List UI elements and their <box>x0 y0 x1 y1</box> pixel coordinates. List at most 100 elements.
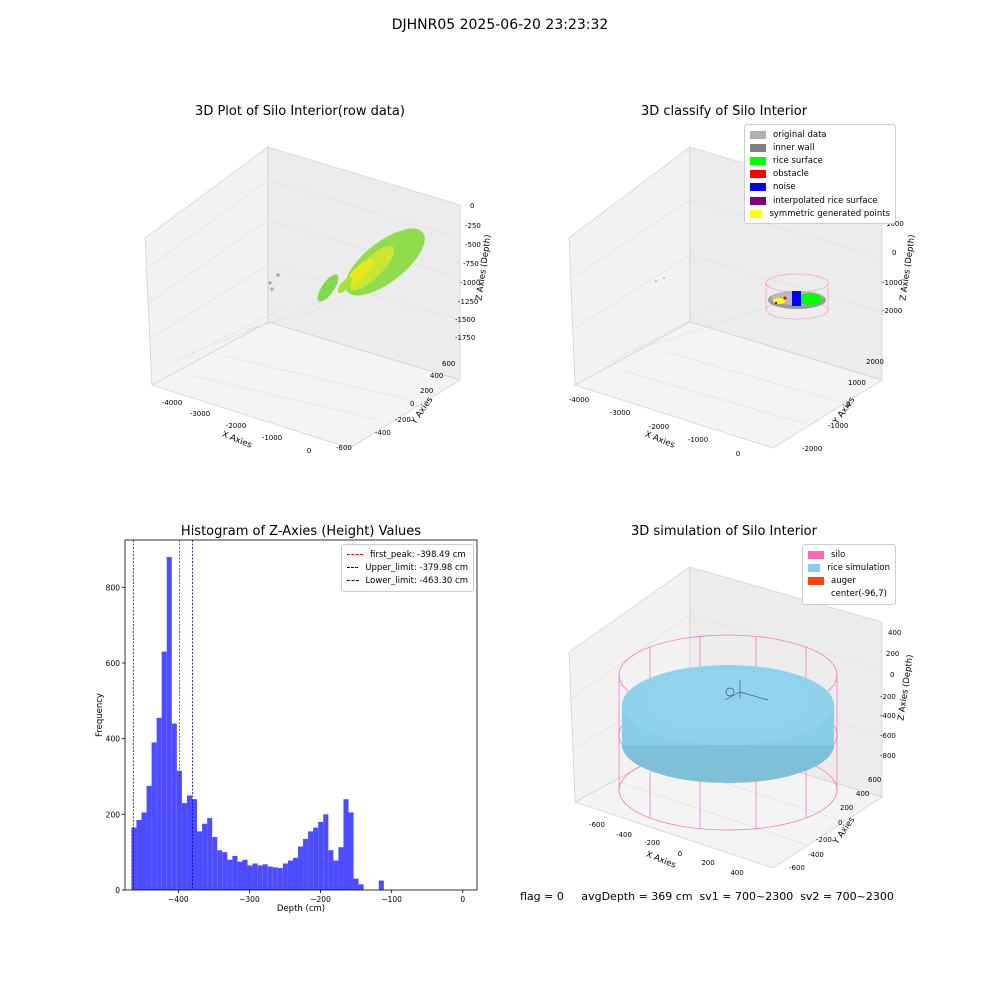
legend-swatch <box>750 170 766 179</box>
histogram-bar <box>303 838 309 890</box>
p4-ztick-0: 400 <box>888 629 901 637</box>
p1-ytick-1: -400 <box>375 429 391 437</box>
p4-xtick-5: 400 <box>730 869 743 877</box>
legend-item: noise <box>750 181 890 194</box>
legend-swatch <box>750 196 766 205</box>
legend-label: silo <box>831 549 846 560</box>
histogram-bar <box>141 812 147 890</box>
p1-xtick-3: -1000 <box>262 434 282 442</box>
histogram-bar <box>323 814 329 890</box>
raw-point-cloud <box>317 228 425 302</box>
legend-swatch <box>808 563 821 572</box>
p4-xtick-1: -400 <box>616 831 632 839</box>
histogram-bar <box>338 847 344 890</box>
legend-label: original data <box>773 129 827 140</box>
center-marker <box>724 680 769 701</box>
histogram-title: Histogram of Z-Axies (Height) Values <box>180 524 422 539</box>
histogram-xtick-label: −100 <box>381 895 402 904</box>
legend-line <box>347 567 359 569</box>
histogram-bar <box>166 557 172 890</box>
histogram-xtick-label: 0 <box>460 895 465 904</box>
legend-line <box>347 554 363 556</box>
p1-ztick-4: -1000 <box>460 279 480 287</box>
histogram-bar <box>156 717 162 890</box>
histogram-bar <box>146 785 152 890</box>
panel4-legend: silo rice simulation auger center(-96,7) <box>802 544 896 605</box>
histogram-bar <box>171 723 177 890</box>
panel2-legend: original data inner wall rice surface ob… <box>744 124 896 225</box>
histogram-xtick-label: −400 <box>168 895 189 904</box>
histogram-bar <box>232 855 238 890</box>
histogram-bar <box>267 866 273 890</box>
p1-ztick-7: -1750 <box>455 334 475 342</box>
legend-swatch <box>808 590 824 598</box>
histogram-xtick-label: −300 <box>239 895 260 904</box>
p1-ytick-6: 600 <box>442 360 455 368</box>
legend-item: silo <box>808 548 890 561</box>
histogram-xtick-label: −200 <box>310 895 331 904</box>
histogram-frame <box>124 539 478 891</box>
legend-label: center(-96,7) <box>831 589 887 600</box>
legend-label: interpolated rice surface <box>773 195 878 206</box>
p1-ztick-5: -1250 <box>458 298 478 306</box>
p4-ytick-0: -600 <box>789 864 805 872</box>
p1-xtick-4: 0 <box>307 447 311 455</box>
p1-ztick-3: -750 <box>463 260 479 268</box>
p4-ytick-4: 200 <box>840 804 853 812</box>
p1-ztick-0: 0 <box>470 202 474 210</box>
legend-label: auger <box>831 575 856 586</box>
legend-label: obstacle <box>773 169 809 180</box>
p2-ztick-3: -2000 <box>882 307 902 315</box>
histogram-ytick-label: 600 <box>106 659 121 668</box>
classified-silo <box>765 273 829 320</box>
p4-xtick-4: 200 <box>701 859 714 867</box>
legend-swatch <box>750 209 763 218</box>
histogram-bar <box>313 827 319 890</box>
histogram-ytick-label: 400 <box>106 735 121 744</box>
histogram-bar <box>348 812 354 890</box>
p4-ytick-5: 400 <box>856 790 869 798</box>
histogram-bar <box>222 852 228 890</box>
p1-ztick-1: -250 <box>465 222 481 230</box>
p2-xtick-3: -1000 <box>688 436 708 444</box>
histogram-bar <box>212 837 218 890</box>
p1-ztick-6: -1500 <box>455 316 475 324</box>
p4-ytick-3: 0 <box>838 819 842 827</box>
histogram-bar <box>242 859 248 890</box>
histogram-yticks: 0 200 400 600 800 <box>106 583 125 895</box>
legend-label: first_peak: -398.49 cm <box>370 549 466 560</box>
histogram-ytick-label: 0 <box>115 886 120 895</box>
legend-item: Lower_limit: -463.30 cm <box>347 574 468 587</box>
histogram-bar <box>287 860 293 890</box>
p4-xlabel: X Axies <box>644 850 677 871</box>
p1-ytick-2: -200 <box>395 416 411 424</box>
histogram-bar <box>176 770 182 890</box>
legend-swatch <box>808 576 824 585</box>
legend-item: symmetric generated points <box>750 207 890 220</box>
histogram-bar <box>237 861 243 890</box>
histogram-bar <box>257 865 263 890</box>
figure-title: DJHNR05 2025-06-20 23:23:32 <box>391 17 609 33</box>
histogram-ytick-label: 200 <box>106 810 121 819</box>
panel1-title: 3D Plot of Silo Interior(row data) <box>195 104 405 119</box>
legend-item: rice simulation <box>808 561 890 574</box>
histogram-bar <box>227 859 233 890</box>
legend-item: original data <box>750 128 890 141</box>
histogram-bar <box>292 857 299 890</box>
p2-ztick-0: 1000 <box>886 220 904 228</box>
legend-label: Lower_limit: -463.30 cm <box>365 575 468 586</box>
legend-swatch <box>750 156 766 165</box>
p1-ytick-0: -600 <box>336 444 352 452</box>
histogram-bar <box>131 827 137 890</box>
p4-ztick-5: -600 <box>880 732 896 740</box>
p2-ytick-4: 2000 <box>866 358 884 366</box>
histogram-bar <box>343 799 349 890</box>
p4-xtick-2: -200 <box>644 839 660 847</box>
histogram-bar <box>151 742 157 890</box>
legend-item: rice surface <box>750 154 890 167</box>
p2-ztick-2: -1000 <box>882 279 902 287</box>
p1-ztick-2: -500 <box>465 241 481 249</box>
p2-xtick-2: -2000 <box>649 423 669 431</box>
p2-xtick-0: -4000 <box>569 396 589 404</box>
